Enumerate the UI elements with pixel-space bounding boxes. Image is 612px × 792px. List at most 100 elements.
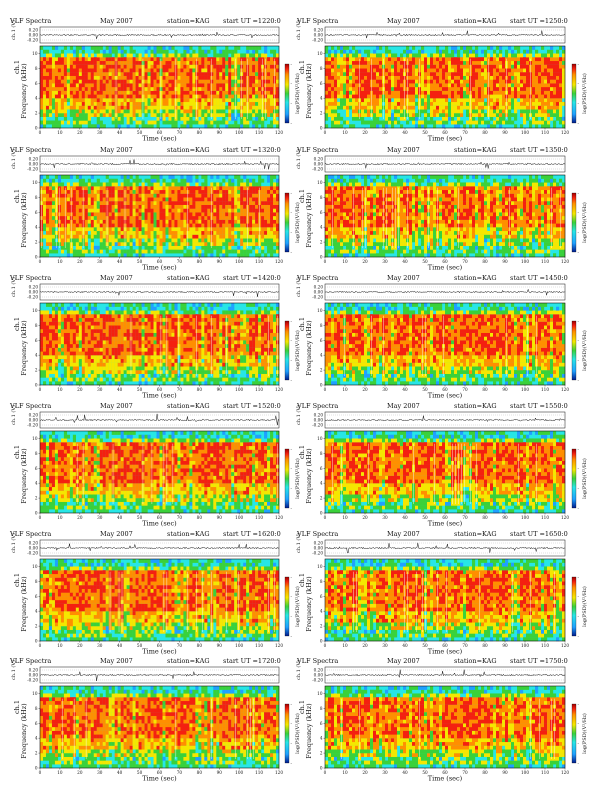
- x-tick-label: 20: [362, 770, 368, 775]
- x-tick-label: 100: [235, 515, 243, 520]
- waveform-tick-label: 0.00: [314, 33, 324, 38]
- spectrogram-image: [40, 303, 280, 386]
- y-tick-label: 10: [317, 308, 323, 313]
- frequency-axis-label: Frequency (kHz): [305, 320, 313, 376]
- colorbar-label: log(PSD)(V²/Hz): [581, 202, 588, 243]
- header-station: station=KAG: [167, 17, 210, 25]
- x-tick-label: 90: [217, 643, 223, 648]
- waveform-tick-label: 0.00: [314, 418, 324, 423]
- x-tick-label: 90: [217, 770, 223, 775]
- waveform-trace: [39, 159, 280, 170]
- header-date: May 2007: [100, 402, 133, 410]
- y-tick-label: 0: [35, 639, 38, 644]
- y-tick-label: 8: [320, 195, 323, 200]
- y-tick-label: 2: [320, 624, 323, 629]
- y-tick-label: 8: [320, 323, 323, 328]
- x-tick-label: 30: [97, 770, 103, 775]
- x-tick-label: 70: [462, 130, 468, 135]
- waveform-tick-label: 0.20: [314, 157, 324, 162]
- header-title: VLF Spectra: [9, 402, 51, 410]
- x-tick-label: 50: [422, 643, 428, 648]
- x-tick-label: 120: [275, 387, 283, 392]
- y-tick-label: 6: [320, 81, 323, 86]
- y-tick-label: 8: [320, 706, 323, 711]
- x-tick-label: 120: [561, 130, 569, 135]
- colorbar-tick-label: -: [578, 358, 580, 363]
- x-tick-label: 110: [255, 515, 263, 520]
- colorbar: [284, 703, 290, 764]
- x-tick-label: 120: [275, 259, 283, 264]
- spectrogram-image: [40, 175, 280, 258]
- y-tick-label: 10: [32, 436, 38, 441]
- x-tick-label: 50: [422, 387, 428, 392]
- x-tick-label: 60: [442, 130, 448, 135]
- y-tick-label: 10: [317, 436, 323, 441]
- x-tick-label: 120: [561, 259, 569, 264]
- header-start-ut: start UT =1750:0: [510, 657, 568, 665]
- y-tick-label: 10: [317, 564, 323, 569]
- x-tick-label: 110: [541, 643, 549, 648]
- x-tick-label: 10: [342, 515, 348, 520]
- colorbar-tick-label: -: [291, 230, 293, 235]
- x-tick-label: 90: [217, 259, 223, 264]
- channel-label: ch.1: [298, 445, 306, 459]
- y-tick-label: 8: [35, 706, 38, 711]
- colorbar-tick-label: -: [578, 62, 580, 67]
- x-tick-label: 50: [422, 259, 428, 264]
- header-title: VLF Spectra: [296, 530, 338, 538]
- x-tick-label: 90: [502, 515, 508, 520]
- x-tick-label: 50: [137, 130, 143, 135]
- colorbar-tick-label: -: [291, 447, 293, 452]
- colorbar-label: log(PSD)(V²/Hz): [581, 586, 588, 627]
- x-tick-label: 10: [57, 515, 63, 520]
- channel-label: ch.1: [298, 60, 306, 74]
- colorbar-tick-label: -: [578, 191, 580, 196]
- y-tick-label: 4: [35, 736, 38, 741]
- y-tick-label: 4: [35, 609, 38, 614]
- header-date: May 2007: [387, 402, 420, 410]
- waveform-tick-label: 0.20: [29, 28, 39, 33]
- header-station: station=KAG: [167, 530, 210, 538]
- x-tick-label: 40: [117, 515, 123, 520]
- y-tick-label: 8: [35, 195, 38, 200]
- x-tick-label: 70: [177, 515, 183, 520]
- colorbar-tick-label: -: [291, 506, 293, 511]
- frequency-axis-label: Frequency (kHz): [20, 320, 28, 376]
- waveform-tick-label: -0.20: [312, 423, 323, 428]
- y-tick-label: 10: [32, 308, 38, 313]
- channel-label: ch.1: [13, 317, 21, 331]
- waveform-tick-label: 0.20: [314, 541, 324, 546]
- x-tick-label: 30: [97, 130, 103, 135]
- frequency-axis-label: Frequency (kHz): [20, 576, 28, 632]
- waveform-tick-label: -0.20: [27, 551, 38, 556]
- x-tick-label: 0: [39, 515, 42, 520]
- x-tick-label: 40: [402, 259, 408, 264]
- x-tick-label: 0: [39, 259, 42, 264]
- x-tick-label: 60: [157, 387, 163, 392]
- header-start-ut: start UT =1520:0: [223, 402, 281, 410]
- x-tick-label: 80: [197, 770, 203, 775]
- header-title: VLF Spectra: [296, 657, 338, 665]
- header-start-ut: start UT =1450:0: [510, 274, 568, 282]
- colorbar-tick-label: -: [578, 634, 580, 639]
- x-tick-label: 70: [462, 387, 468, 392]
- waveform-tick-label: 0.20: [29, 285, 39, 290]
- colorbar-tick-label: -: [578, 614, 580, 619]
- x-tick-label: 120: [275, 515, 283, 520]
- y-tick-label: 10: [317, 180, 323, 185]
- x-tick-label: 40: [117, 770, 123, 775]
- header-title: VLF Spectra: [9, 530, 51, 538]
- x-tick-label: 10: [57, 770, 63, 775]
- header-date: May 2007: [100, 530, 133, 538]
- frequency-axis-label: Frequency (kHz): [20, 192, 28, 248]
- channel-label: ch.1: [298, 700, 306, 714]
- colorbar-tick-label: -: [291, 101, 293, 106]
- x-tick-label: 80: [482, 515, 488, 520]
- colorbar-tick-label: -: [291, 761, 293, 766]
- x-tick-label: 60: [157, 259, 163, 264]
- x-tick-label: 0: [39, 643, 42, 648]
- y-tick-label: 0: [320, 766, 323, 771]
- y-tick-label: 6: [320, 594, 323, 599]
- x-tick-label: 120: [561, 770, 569, 775]
- x-axis-label: Time (sec): [142, 775, 177, 783]
